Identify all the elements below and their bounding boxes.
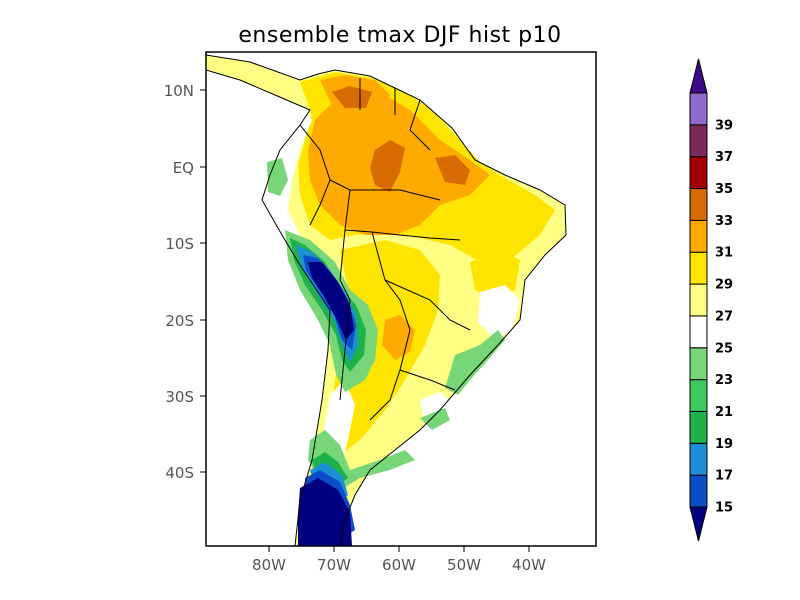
coastline — [206, 54, 567, 546]
zone-below-15-altiplano — [308, 262, 354, 340]
zone-29-31-chaco — [382, 315, 415, 360]
colorbar-swatch — [689, 410, 708, 444]
y-axis — [200, 89, 206, 473]
colorbar-triangle-high — [689, 58, 708, 94]
zone-21-23-ecuador — [267, 158, 288, 196]
colorbar-label: 29 — [715, 278, 733, 293]
colorbar-swatch — [689, 442, 708, 476]
y-tick-label: 30S — [165, 388, 194, 406]
colorbar-swatch — [689, 156, 708, 190]
colorbar: 15 17 19 21 23 25 27 29 31 33 35 37 39 — [689, 58, 733, 542]
y-tick-label: 10N — [164, 82, 194, 100]
colorbar-swatch — [689, 474, 708, 508]
zone-below-15-patagonia — [298, 478, 352, 546]
zone-23-25-andes-north — [262, 110, 312, 240]
country-borders — [299, 78, 471, 421]
coastline-pacific — [206, 69, 331, 546]
x-tick-label: 40W — [512, 556, 546, 574]
colorbar-label: 19 — [715, 437, 733, 452]
colorbar-label: 39 — [715, 118, 733, 133]
colorbar-label: 17 — [715, 469, 733, 484]
zone-31-33-para — [435, 155, 470, 185]
colorbar-label: 33 — [715, 214, 733, 229]
zone-31-33-venezuela — [332, 86, 372, 108]
y-tick-label: 10S — [165, 235, 194, 253]
y-tick-label: EQ — [173, 159, 194, 177]
y-tick-label: 40S — [165, 464, 194, 482]
colorbar-label: 37 — [715, 150, 733, 165]
map-panel: 10N EQ 10S 20S 30S 40S 80W 70W 60W 50W 4… — [164, 51, 597, 574]
x-tick-label: 70W — [317, 556, 351, 574]
colorbar-label: 25 — [715, 341, 733, 356]
zone-23-25-brazil-highlands — [478, 285, 520, 340]
colorbar-swatch — [689, 188, 708, 221]
map-frame — [205, 51, 597, 547]
colorbar-triangle-low — [689, 506, 708, 542]
colorbar-swatch — [689, 379, 708, 412]
x-tick-label: 60W — [382, 556, 416, 574]
colorbar-swatch — [689, 92, 708, 126]
colorbar-swatch — [689, 347, 708, 381]
x-axis — [268, 546, 530, 552]
colorbar-swatch — [689, 283, 708, 317]
zone-21-23-serra-do-mar — [445, 330, 505, 395]
colorbar-label: 35 — [715, 182, 733, 197]
colorbar-label: 27 — [715, 309, 733, 324]
map-title: ensemble tmax DJF hist p10 — [238, 23, 561, 48]
colorbar-label: 21 — [715, 405, 733, 420]
zone-31-33-amazon — [370, 140, 405, 192]
x-tick-label: 80W — [252, 556, 286, 574]
colorbar-swatch — [689, 219, 708, 253]
x-tick-label: 50W — [447, 556, 481, 574]
colorbar-swatch — [689, 315, 708, 349]
colorbar-swatch — [689, 251, 708, 285]
temperature-field — [206, 54, 567, 546]
colorbar-label: 23 — [715, 373, 733, 388]
colorbar-swatch — [689, 124, 708, 158]
colorbar-label: 31 — [715, 246, 733, 261]
zone-21-23-rio-grande — [420, 408, 450, 430]
y-tick-label: 20S — [165, 312, 194, 330]
colorbar-label: 15 — [715, 501, 733, 516]
